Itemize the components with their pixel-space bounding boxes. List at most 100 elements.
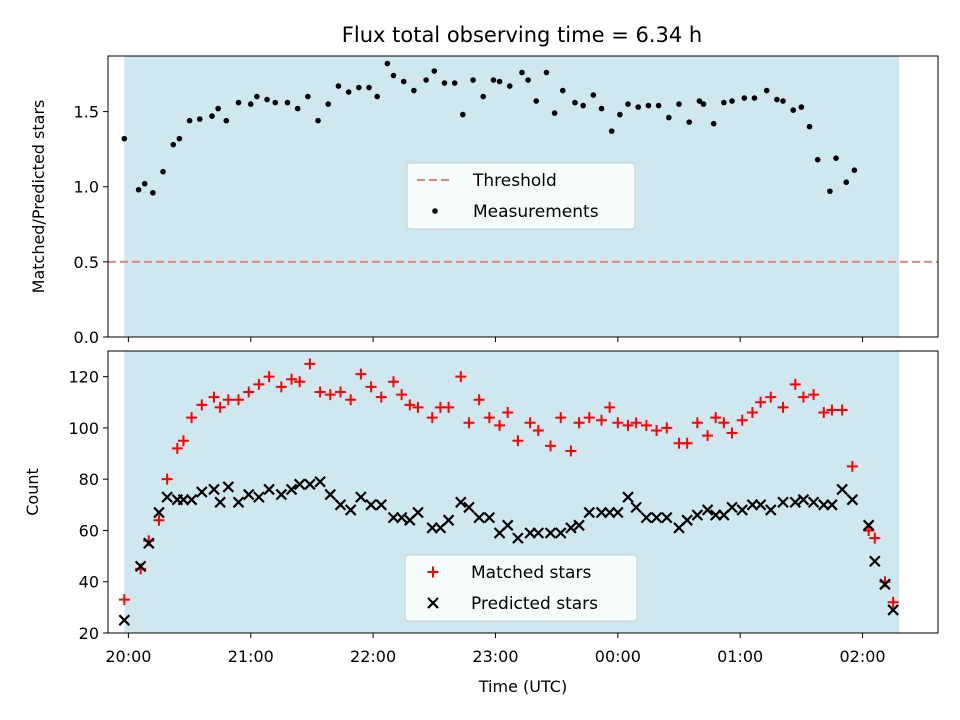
measurement-point [700, 101, 707, 107]
matched-star-point [345, 394, 357, 406]
matched-star-point [233, 394, 245, 406]
series-measurements [121, 60, 858, 196]
matched-star-point [263, 371, 275, 383]
measurement-point [390, 72, 397, 79]
predicted-star-point [789, 496, 802, 509]
predicted-star-point [118, 614, 131, 626]
predicted-star-point [365, 499, 377, 511]
predicted-star-point [807, 496, 820, 509]
predicted-star-point [512, 532, 524, 544]
measurement-point [431, 68, 438, 74]
matched-star-point [710, 412, 722, 424]
measurement-point [384, 60, 391, 67]
measurement-point [774, 96, 780, 103]
matched-star-point [375, 391, 387, 403]
measurement-point [710, 120, 717, 127]
matched-star-point [208, 391, 220, 403]
predicted-star-point [701, 504, 714, 516]
y-tick-label: 0.5 [74, 253, 99, 272]
matched-star-point [455, 371, 467, 383]
measurement-point [572, 99, 578, 106]
measurement-point [790, 107, 797, 113]
legend-box [404, 554, 638, 622]
matched-star-point [746, 407, 758, 419]
measurement-point [305, 93, 311, 100]
matched-star-point [573, 417, 585, 429]
measurement-point [827, 188, 833, 195]
matched-star-point [426, 412, 438, 424]
predicted-star-point [161, 491, 173, 503]
measurement-point [763, 87, 770, 94]
top-panel: 0.0 0.5 1.0 1.5 Matched/Predicted stars Thres… [29, 55, 939, 347]
measurement-point [506, 83, 513, 89]
matched-star-point [797, 391, 809, 403]
predicted-star-point [304, 478, 316, 491]
predicted-star-point [862, 519, 875, 532]
predicted-star-point [660, 511, 673, 524]
axes-frame [107, 350, 939, 634]
matched-star-point [691, 417, 703, 429]
measurement-point [814, 156, 821, 163]
measurement-point [751, 95, 758, 101]
measurement-point [254, 93, 260, 100]
matched-star-point [869, 532, 881, 544]
measurement-point [272, 99, 279, 106]
predicted-star-point [846, 493, 859, 506]
predicted-star-point [242, 488, 255, 501]
matched-star-point [334, 386, 346, 398]
y-tick-label: 60 [79, 521, 99, 540]
predicted-star-point [726, 501, 738, 514]
y-tick-label: 20 [79, 624, 99, 643]
predicted-star-point [253, 491, 265, 503]
predicted-star-point [777, 496, 789, 509]
measurement-point [209, 113, 215, 119]
measurement-point [490, 77, 497, 83]
predicted-star-point [869, 555, 881, 567]
measurement-point [833, 155, 839, 161]
matched-star-point [532, 424, 544, 436]
measurement-point [315, 117, 321, 124]
bottom-panel: 20 40 60 80 100 120 20:00 21:00 22:00 23:00 00:00 0… [23, 350, 939, 696]
predicted-star-point [691, 509, 704, 521]
matched-star-point [463, 417, 475, 429]
y-axis-label: Count [23, 468, 42, 516]
matched-star-point [651, 424, 663, 436]
measurement-point [590, 92, 597, 98]
measurement-point [798, 104, 805, 110]
matched-star-point [243, 386, 255, 398]
measurement-point [411, 87, 417, 94]
matched-star-point [777, 401, 789, 413]
predicted-star-point [334, 499, 347, 511]
x-tick-label: 22:00 [350, 647, 396, 666]
predicted-star-point [887, 604, 899, 616]
chart-title: Flux total observing time = 6.34 h [342, 23, 702, 47]
matched-star-point [545, 440, 557, 452]
matched-star-point [846, 460, 858, 472]
matched-star-point [836, 404, 848, 416]
matched-star-point [604, 401, 616, 413]
predicted-star-point [879, 578, 891, 591]
matched-star-point [396, 389, 408, 401]
matched-star-point [161, 473, 173, 485]
measurement-point [196, 116, 203, 122]
measurement-point [186, 117, 193, 124]
y-tick-label: 40 [79, 573, 99, 592]
legend-label: Threshold [472, 171, 557, 191]
matched-star-point [294, 376, 306, 388]
predicted-star-point [153, 506, 165, 519]
matched-star-point [765, 391, 777, 403]
matched-star-point [214, 401, 226, 413]
measurement-point [533, 98, 540, 104]
predicted-star-point [640, 511, 653, 524]
y-tick-label: 1.0 [74, 178, 99, 197]
predicted-star-point [314, 475, 326, 488]
matched-star-point [304, 358, 316, 370]
predicted-star-point [143, 537, 155, 550]
matched-star-point [275, 381, 287, 393]
predicted-star-point [573, 519, 585, 532]
matched-star-point [222, 394, 234, 406]
measurement-point [608, 128, 615, 134]
matched-star-point [494, 419, 506, 431]
measurement-point [666, 114, 672, 121]
measurement-point [780, 98, 786, 104]
